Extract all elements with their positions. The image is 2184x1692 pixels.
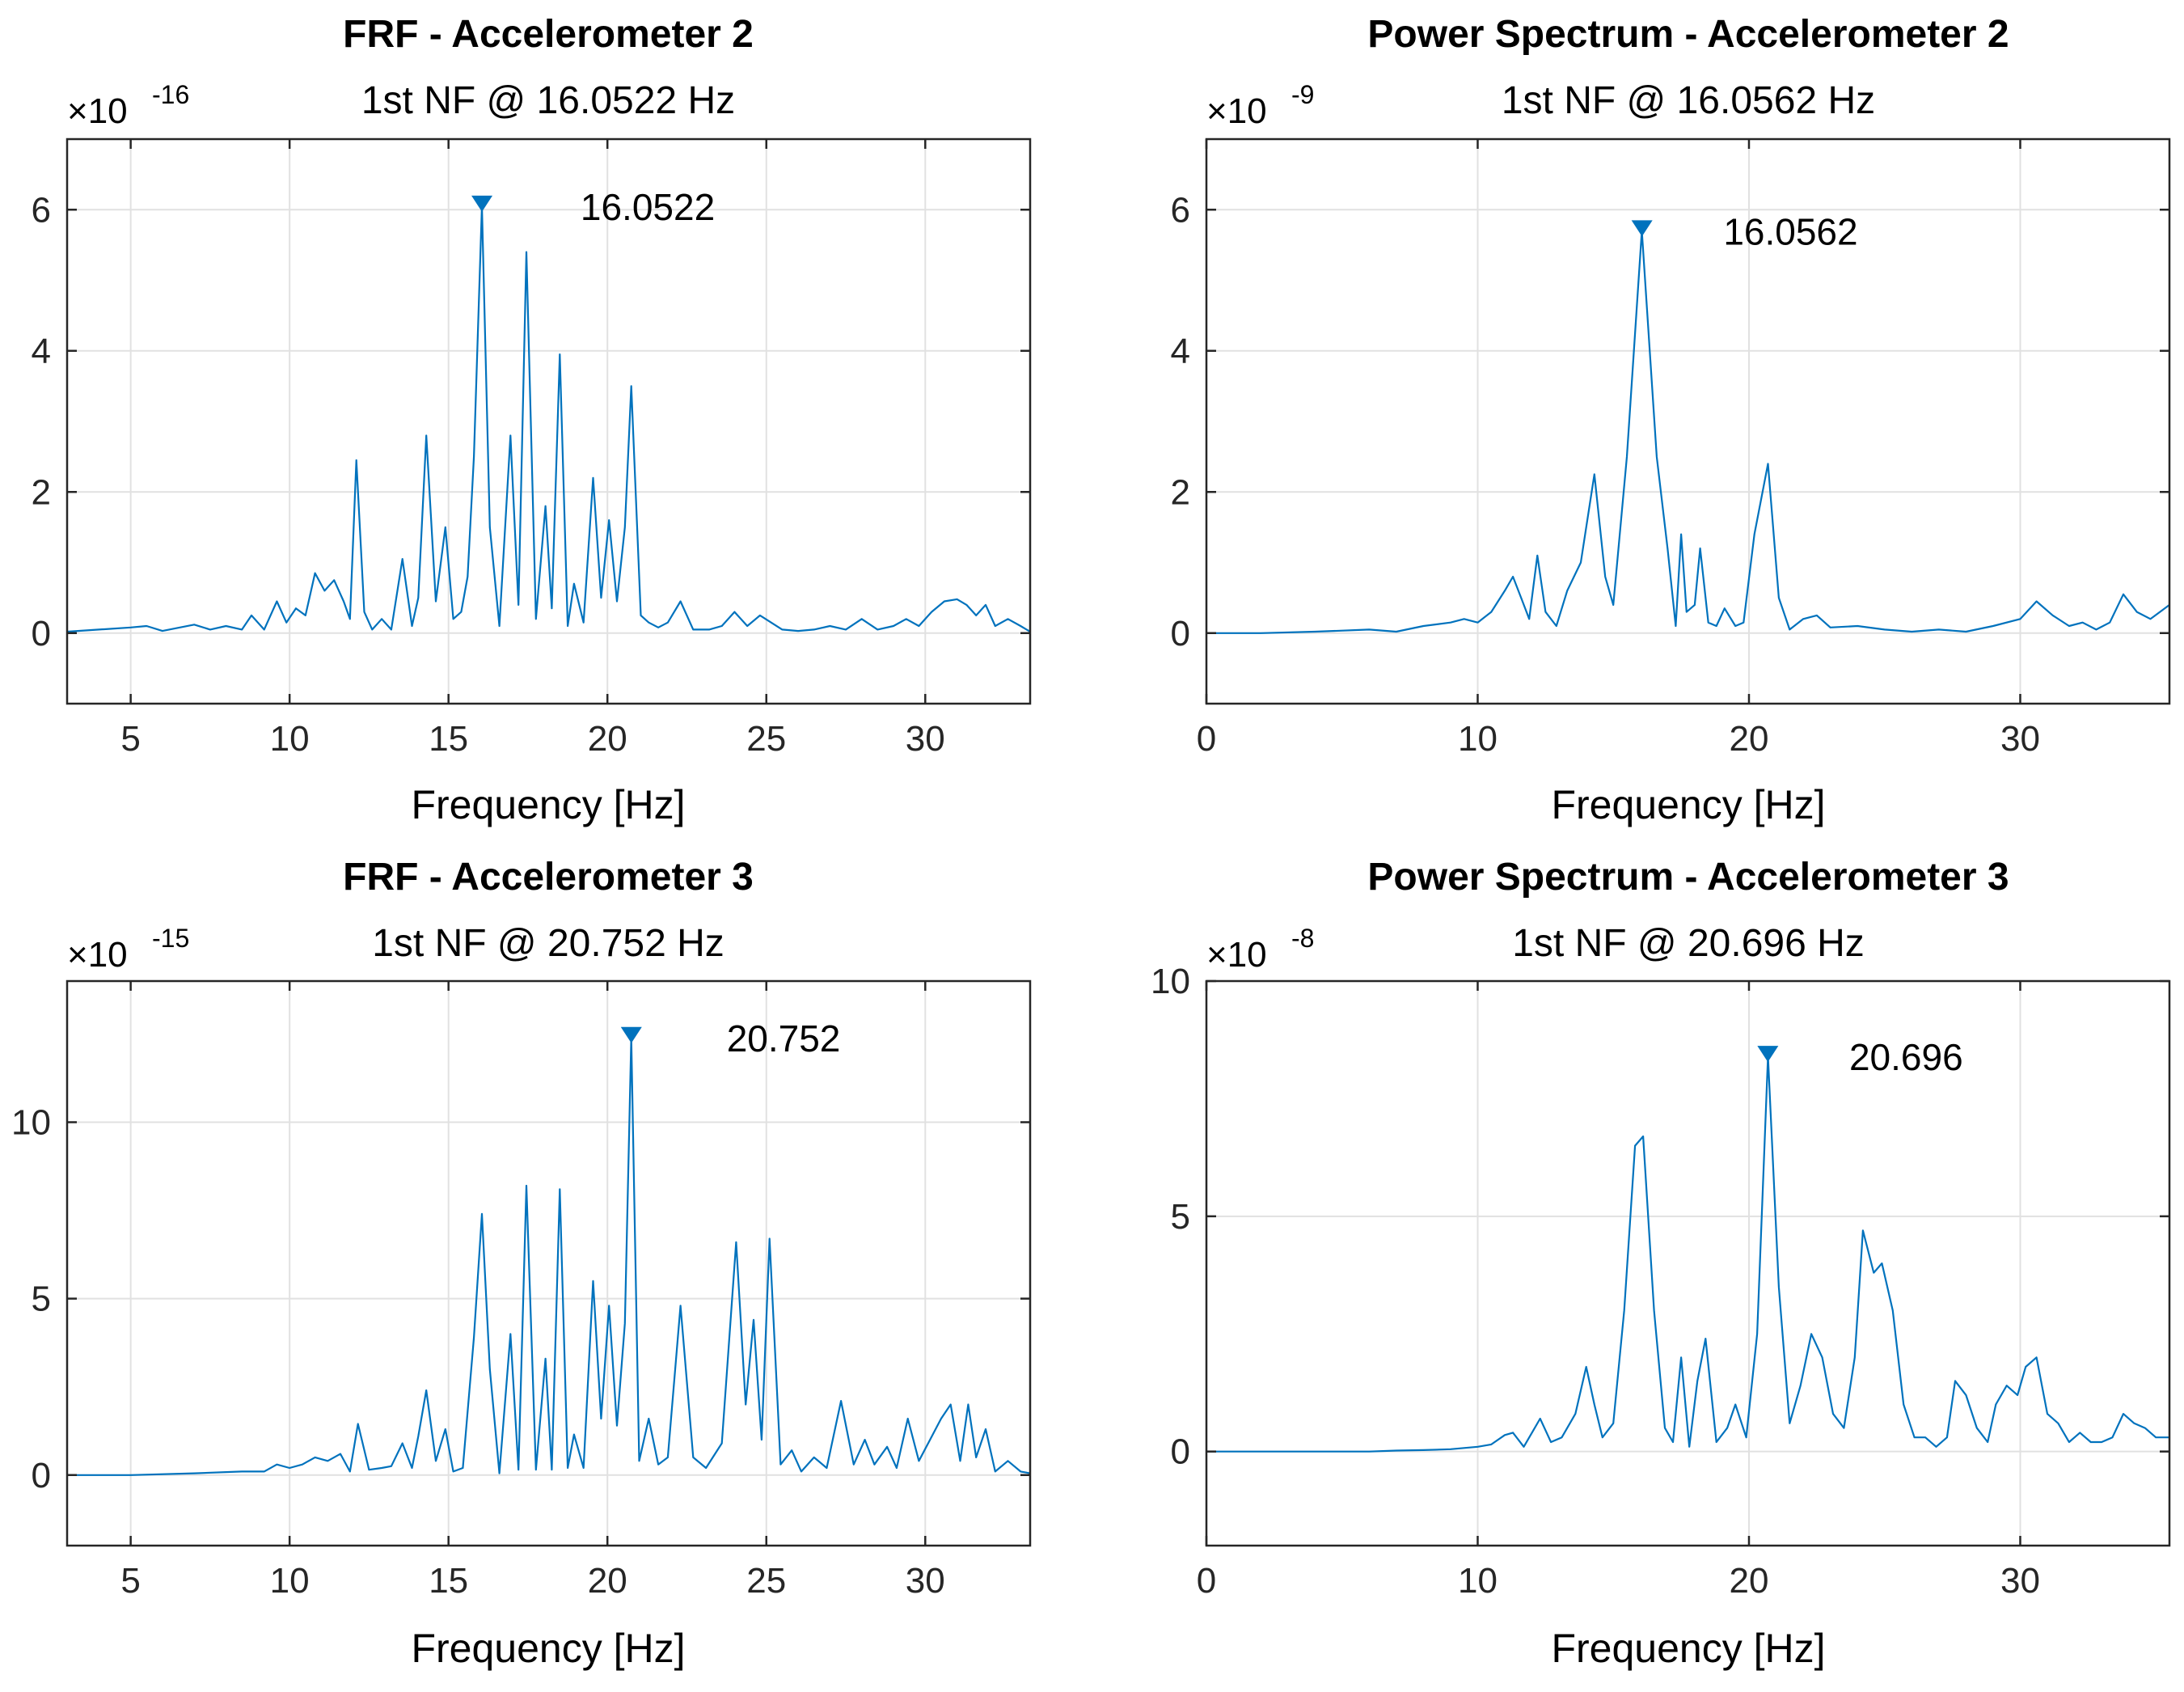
axes-box <box>65 137 1032 705</box>
y-tick-label: 2 <box>32 472 51 512</box>
x-tick-label: 30 <box>2000 1561 2040 1601</box>
chart-title: Power Spectrum - Accelerometer 3 <box>1367 856 2009 899</box>
peak-marker <box>471 195 493 212</box>
plot-area <box>67 981 1030 1546</box>
y-tick-label: 5 <box>32 1280 51 1319</box>
plot-area <box>67 139 1030 704</box>
y-tick-label: 0 <box>32 614 51 654</box>
plot-area <box>1206 139 2169 704</box>
x-tick-label: 30 <box>906 1561 945 1601</box>
x-tick-label: 5 <box>120 1561 140 1601</box>
y-exponent-power: -16 <box>152 80 189 109</box>
x-axis-label: Frequency [Hz] <box>411 782 685 827</box>
data-series-line <box>1206 230 2170 634</box>
chart-subtitle: 1st NF @ 16.0522 Hz <box>361 79 735 122</box>
chart-panel-ps-acc3: Power Spectrum - Accelerometer 3 1st NF … <box>1151 856 2171 1671</box>
x-axis-label: Frequency [Hz] <box>1551 1626 1825 1671</box>
x-tick-label: 15 <box>429 1561 468 1601</box>
chart-panel-frf-acc2: FRF - Accelerometer 2 1st NF @ 16.0522 H… <box>32 13 1032 827</box>
x-tick-label: 25 <box>746 719 786 759</box>
y-tick-label: 4 <box>32 332 51 371</box>
x-tick-label: 10 <box>1458 1561 1498 1601</box>
y-tick-label: 6 <box>1171 190 1190 230</box>
y-exponent-power: -9 <box>1291 80 1314 109</box>
chart-subtitle: 1st NF @ 16.0562 Hz <box>1502 79 1875 122</box>
peak-label: 16.0522 <box>581 186 715 228</box>
axes-box <box>1205 979 2171 1547</box>
y-exponent-base: ×10 <box>1206 91 1267 131</box>
y-exponent-power: -15 <box>152 924 189 953</box>
chart-title: Power Spectrum - Accelerometer 2 <box>1367 13 2009 56</box>
y-tick-label: 0 <box>1171 1432 1190 1472</box>
y-exponent-power: -8 <box>1291 924 1314 953</box>
y-exponent-base: ×10 <box>67 935 128 975</box>
data-series-line <box>67 1036 1031 1476</box>
x-tick-label: 25 <box>746 1561 786 1601</box>
y-tick-label: 10 <box>11 1103 51 1143</box>
data-series-line <box>66 205 1031 633</box>
x-tick-label: 5 <box>120 719 140 759</box>
peak-marker <box>1757 1046 1779 1063</box>
peak-label: 16.0562 <box>1723 210 1857 252</box>
x-tick-label: 20 <box>1730 719 1769 759</box>
chart-title: FRF - Accelerometer 2 <box>343 13 754 56</box>
chart-panel-frf-acc3: FRF - Accelerometer 3 1st NF @ 20.752 Hz… <box>11 856 1032 1671</box>
x-tick-label: 30 <box>2000 719 2040 759</box>
y-tick-label: 2 <box>1171 472 1190 512</box>
x-tick-label: 10 <box>1458 719 1498 759</box>
y-exponent-base: ×10 <box>67 91 128 131</box>
chart-panel-ps-acc2: Power Spectrum - Accelerometer 2 1st NF … <box>1171 13 2171 827</box>
x-tick-label: 0 <box>1197 719 1216 759</box>
x-tick-label: 10 <box>270 1561 310 1601</box>
x-tick-label: 15 <box>429 719 468 759</box>
x-tick-label: 0 <box>1197 1561 1216 1601</box>
peak-marker <box>1631 220 1653 237</box>
chart-subtitle: 1st NF @ 20.752 Hz <box>372 922 724 965</box>
peak-label: 20.696 <box>1849 1036 1963 1078</box>
y-tick-label: 4 <box>1171 332 1190 371</box>
chart-subtitle: 1st NF @ 20.696 Hz <box>1512 922 1865 965</box>
plot-area <box>1206 981 2169 1546</box>
x-tick-label: 30 <box>906 719 945 759</box>
axes-box <box>65 979 1032 1547</box>
x-tick-label: 20 <box>1730 1561 1769 1601</box>
x-tick-label: 10 <box>270 719 310 759</box>
peak-label: 20.752 <box>727 1017 841 1060</box>
x-tick-label: 20 <box>588 1561 627 1601</box>
x-axis-label: Frequency [Hz] <box>411 1626 685 1671</box>
x-axis-label: Frequency [Hz] <box>1551 782 1825 827</box>
x-tick-label: 20 <box>588 719 627 759</box>
y-tick-label: 5 <box>1171 1197 1190 1237</box>
peak-marker <box>620 1026 642 1043</box>
y-tick-label: 6 <box>32 190 51 230</box>
y-tick-label: 0 <box>1171 614 1190 654</box>
axes-box <box>1205 137 2171 705</box>
data-series-line <box>1206 1055 2169 1453</box>
y-tick-label: 0 <box>32 1456 51 1495</box>
chart-title: FRF - Accelerometer 3 <box>343 856 754 899</box>
y-tick-label: 10 <box>1151 962 1190 1001</box>
y-exponent-base: ×10 <box>1206 935 1267 975</box>
